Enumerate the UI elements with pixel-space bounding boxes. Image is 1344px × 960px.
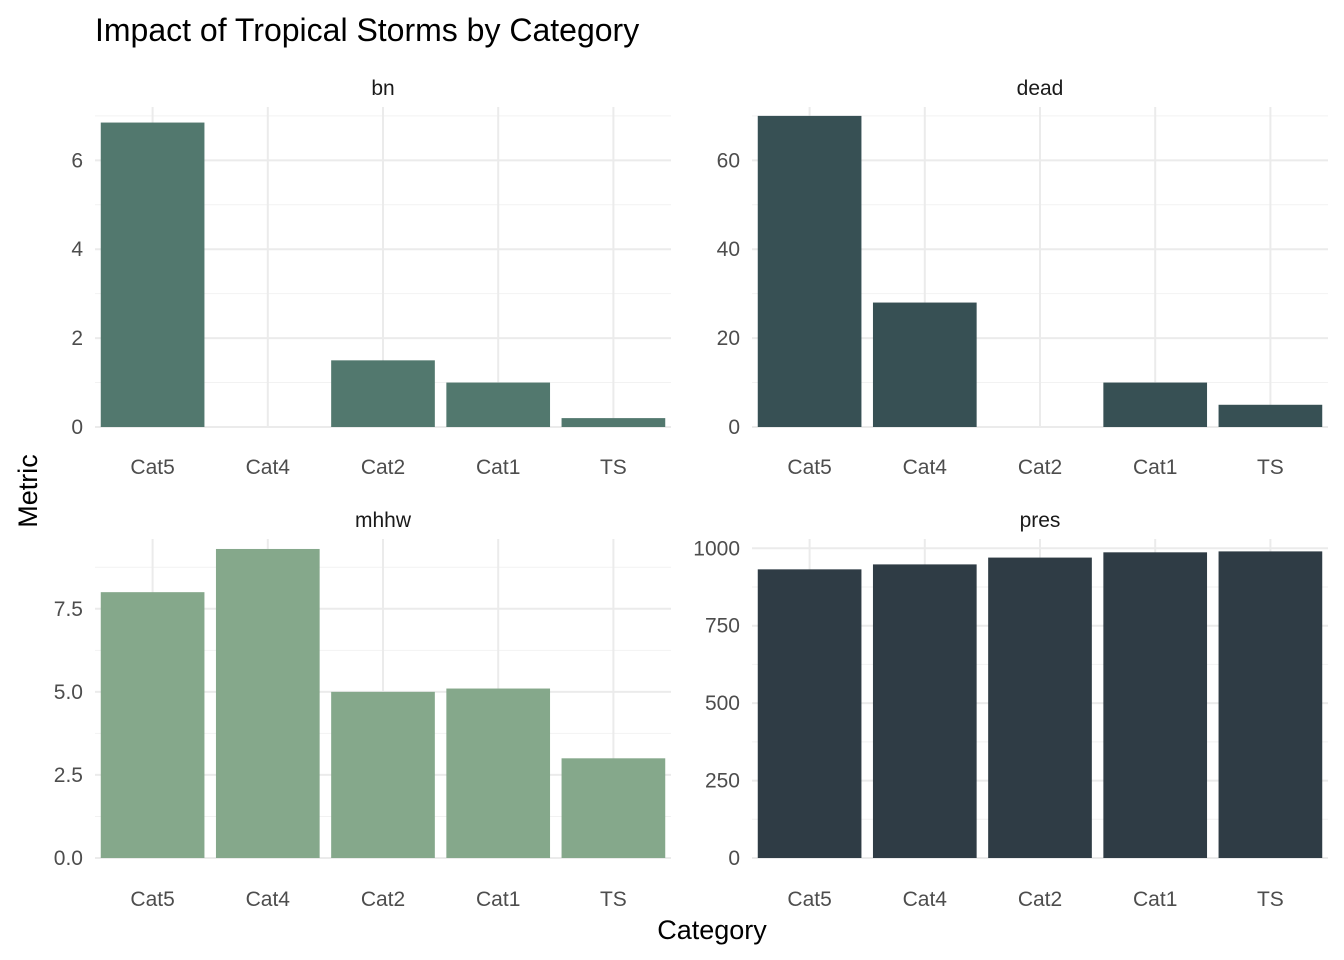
y-tick-label: 2.5 <box>54 764 83 787</box>
facet-strip-label: dead <box>1017 77 1064 100</box>
y-tick-label: 7.5 <box>54 598 83 621</box>
bar-pres-cat1 <box>1103 552 1208 858</box>
x-tick-label: Cat1 <box>476 456 520 479</box>
y-tick-label: 250 <box>705 770 740 793</box>
y-tick-label: 0 <box>728 847 740 870</box>
bar-mhhw-cat4 <box>215 548 320 858</box>
y-tick-label: 1000 <box>693 537 740 560</box>
bar-mhhw-ts <box>561 758 666 858</box>
x-tick-label: Cat4 <box>903 456 948 479</box>
y-tick-label: 6 <box>71 149 83 172</box>
x-tick-label: TS <box>600 888 627 911</box>
x-tick-label: Cat1 <box>1133 888 1177 911</box>
y-tick-label: 0.0 <box>54 847 83 870</box>
bar-pres-ts <box>1218 551 1323 858</box>
x-tick-label: Cat2 <box>1018 456 1062 479</box>
chart-title: Impact of Tropical Storms by Category <box>95 12 639 48</box>
x-tick-label: TS <box>1257 456 1284 479</box>
y-axis-title: Metric <box>13 454 43 528</box>
y-tick-label: 500 <box>705 692 740 715</box>
bar-dead-ts <box>1218 404 1323 427</box>
x-tick-label: TS <box>600 456 627 479</box>
bar-mhhw-cat1 <box>446 688 551 858</box>
bar-dead-cat5 <box>757 115 862 427</box>
x-tick-label: Cat5 <box>787 456 831 479</box>
bar-pres-cat2 <box>988 557 1092 858</box>
x-tick-label: Cat5 <box>130 456 174 479</box>
bar-bn-cat2 <box>331 360 435 427</box>
x-tick-label: Cat5 <box>130 888 174 911</box>
facet-panel-dead: 0 20 40 60 Cat5 Cat4 Cat2 Cat1 TS dead <box>717 77 1328 479</box>
facet-strip-label: pres <box>1020 509 1061 532</box>
facet-panel-bn: 0 2 4 6 Cat5 Cat4 Cat2 Cat1 TS bn <box>71 77 671 479</box>
y-tick-label: 40 <box>717 238 740 261</box>
facet-panels: 0 2 4 6 Cat5 Cat4 Cat2 Cat1 TS bn 0 20 40 60 Cat5 Cat4 C… <box>54 77 1328 911</box>
y-tick-label: 5.0 <box>54 681 83 704</box>
x-tick-label: Cat4 <box>246 456 291 479</box>
x-tick-label: Cat1 <box>1133 456 1177 479</box>
y-tick-label: 20 <box>717 327 740 350</box>
x-tick-label: Cat4 <box>246 888 291 911</box>
bar-pres-cat5 <box>757 569 862 858</box>
bar-bn-cat1 <box>446 382 551 427</box>
x-tick-label: TS <box>1257 888 1284 911</box>
facet-strip-label: bn <box>371 77 394 100</box>
bar-dead-cat4 <box>872 302 977 427</box>
x-axis-title: Category <box>657 915 767 945</box>
bar-dead-cat1 <box>1103 382 1208 427</box>
bar-mhhw-cat5 <box>100 592 205 858</box>
x-tick-label: Cat4 <box>903 888 948 911</box>
facet-strip-label: mhhw <box>355 509 412 532</box>
y-tick-label: 2 <box>71 327 83 350</box>
x-tick-label: Cat2 <box>361 888 405 911</box>
y-tick-label: 0 <box>71 416 83 439</box>
x-tick-label: Cat2 <box>361 456 405 479</box>
bar-bn-ts <box>561 418 666 427</box>
y-tick-label: 60 <box>717 149 740 172</box>
x-tick-label: Cat1 <box>476 888 520 911</box>
facet-panel-mhhw: 0.0 2.5 5.0 7.5 Cat5 Cat4 Cat2 Cat1 TS mhhw <box>54 509 671 911</box>
y-tick-label: 4 <box>71 238 83 261</box>
facet-panel-pres: 0 250 500 750 1000 Cat5 Cat4 Cat2 Cat1 TS pres <box>693 509 1328 911</box>
bar-bn-cat5 <box>100 122 205 428</box>
y-tick-label: 0 <box>728 416 740 439</box>
x-tick-label: Cat2 <box>1018 888 1062 911</box>
bar-mhhw-cat2 <box>331 691 435 858</box>
x-tick-label: Cat5 <box>787 888 831 911</box>
y-tick-label: 750 <box>705 615 740 638</box>
bar-pres-cat4 <box>872 564 977 858</box>
